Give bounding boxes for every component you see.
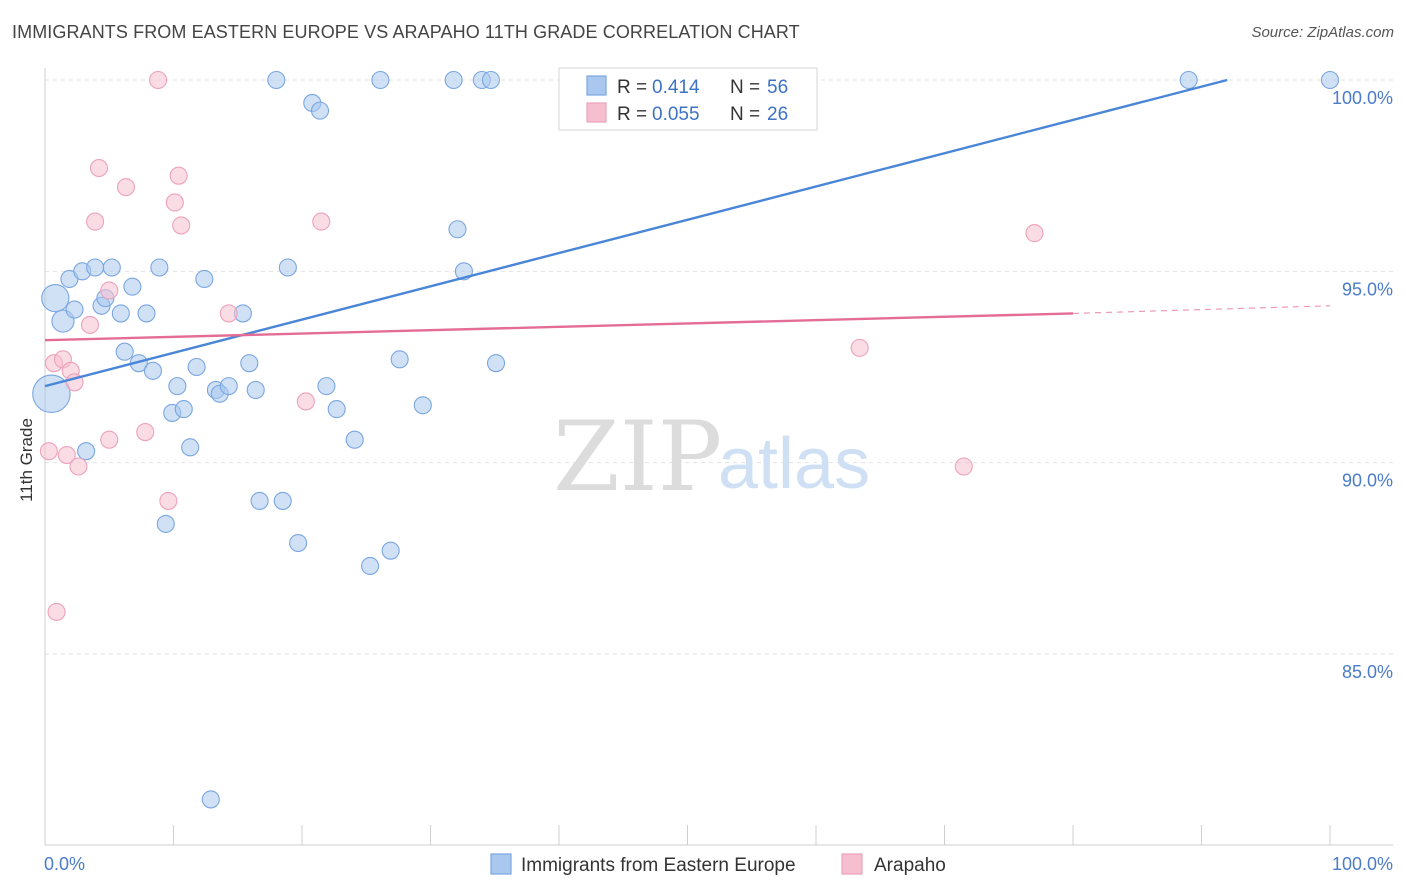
- x-tick-label: 0.0%: [44, 854, 85, 874]
- point-arapaho: [136, 423, 155, 442]
- point-arapaho: [219, 304, 238, 323]
- legend-n-label: N =: [730, 77, 760, 98]
- point-eastern-europe: [1179, 70, 1198, 90]
- point-arapaho: [47, 602, 66, 621]
- point-eastern-europe: [413, 396, 432, 415]
- point-eastern-europe: [317, 377, 336, 396]
- watermark-zip: ZIP: [553, 401, 722, 513]
- point-eastern-europe: [143, 361, 162, 380]
- point-arapaho: [1025, 224, 1044, 243]
- y-tick-label: 95.0%: [1342, 279, 1393, 299]
- point-eastern-europe: [174, 400, 193, 419]
- point-eastern-europe: [150, 258, 169, 277]
- y-axis-label: 11th Grade: [17, 418, 36, 502]
- point-eastern-europe: [250, 491, 269, 510]
- chart-source: Source: ZipAtlas.com: [1251, 24, 1394, 41]
- x-tick-labels: 0.0% 100.0%: [44, 854, 1393, 874]
- legend-swatch-eastern-europe: [586, 75, 607, 96]
- point-eastern-europe: [1320, 70, 1340, 90]
- point-eastern-europe: [371, 70, 390, 90]
- x-tick-label: 100.0%: [1332, 854, 1393, 874]
- legend-r-value: 0.055: [652, 104, 700, 125]
- point-eastern-europe: [444, 70, 463, 90]
- legend-swatch-arapaho: [586, 102, 607, 123]
- point-eastern-europe: [65, 300, 84, 319]
- point-arapaho: [850, 338, 869, 357]
- point-arapaho: [86, 212, 105, 231]
- point-eastern-europe: [41, 283, 70, 313]
- point-eastern-europe: [278, 258, 297, 277]
- point-arapaho: [149, 70, 168, 90]
- point-eastern-europe: [201, 790, 220, 809]
- point-arapaho: [100, 281, 119, 300]
- point-eastern-europe: [390, 350, 409, 369]
- point-eastern-europe: [168, 377, 187, 396]
- point-arapaho: [39, 442, 58, 461]
- point-arapaho: [159, 491, 178, 510]
- point-eastern-europe: [289, 533, 308, 553]
- legend-n-value: 56: [767, 77, 788, 98]
- point-eastern-europe: [246, 380, 265, 400]
- trend-line-arapaho-extension: [1072, 305, 1331, 315]
- point-arapaho: [57, 445, 76, 465]
- watermark: ZIP atlas: [553, 401, 870, 513]
- y-tick-label: 85.0%: [1342, 662, 1393, 682]
- point-eastern-europe: [267, 70, 286, 90]
- legend-bottom-swatch-eastern-europe: [490, 853, 512, 875]
- legend-bottom-swatch-arapaho: [841, 853, 863, 875]
- point-eastern-europe: [102, 258, 121, 277]
- legend-r-label: R =: [617, 77, 647, 98]
- point-eastern-europe: [481, 70, 500, 90]
- y-tick-label: 100.0%: [1332, 88, 1393, 108]
- point-eastern-europe: [486, 354, 506, 373]
- point-eastern-europe: [219, 377, 238, 396]
- point-eastern-europe: [448, 220, 467, 239]
- point-eastern-europe: [156, 514, 175, 533]
- point-eastern-europe: [187, 357, 206, 377]
- point-arapaho: [312, 212, 331, 231]
- point-arapaho: [169, 166, 188, 185]
- point-arapaho: [89, 158, 109, 178]
- point-eastern-europe: [115, 342, 134, 361]
- legend-n-label: N =: [730, 104, 760, 125]
- y-tick-labels: 85.0% 90.0% 95.0% 100.0%: [1332, 88, 1393, 682]
- legend-n-value: 26: [767, 104, 788, 125]
- point-eastern-europe: [361, 556, 380, 576]
- point-arapaho: [296, 392, 315, 411]
- trend-line-arapaho: [44, 312, 1074, 342]
- point-arapaho: [116, 178, 136, 197]
- legend-r-value: 0.414: [652, 77, 700, 98]
- point-eastern-europe: [181, 438, 200, 457]
- point-arapaho: [165, 193, 184, 212]
- data-points: [32, 70, 1340, 809]
- point-eastern-europe: [195, 269, 214, 289]
- watermark-atlas: atlas: [718, 424, 870, 504]
- point-arapaho: [172, 216, 191, 235]
- legend-bottom: Immigrants from Eastern Europe Arapaho: [490, 853, 946, 876]
- point-arapaho: [80, 315, 100, 334]
- point-eastern-europe: [77, 442, 96, 461]
- y-tick-label: 90.0%: [1342, 471, 1393, 491]
- point-eastern-europe: [381, 541, 400, 560]
- chart-title: IMMIGRANTS FROM EASTERN EUROPE VS ARAPAH…: [12, 22, 800, 42]
- point-eastern-europe: [327, 400, 346, 419]
- point-eastern-europe: [345, 430, 364, 449]
- point-eastern-europe: [86, 258, 105, 277]
- point-eastern-europe: [123, 277, 142, 296]
- point-eastern-europe: [111, 304, 130, 323]
- point-eastern-europe: [240, 354, 259, 373]
- point-arapaho: [100, 430, 119, 449]
- legend-bottom-label-arapaho: Arapaho: [874, 855, 946, 876]
- legend-top: R = 0.414 N = 56 R = 0.055 N = 26: [558, 67, 818, 131]
- point-eastern-europe: [273, 491, 292, 510]
- point-arapaho: [954, 457, 973, 476]
- point-eastern-europe: [310, 101, 330, 120]
- point-eastern-europe: [32, 374, 71, 414]
- point-arapaho: [69, 457, 88, 476]
- legend-r-label: R =: [617, 104, 647, 125]
- trend-lines: [44, 78, 1331, 388]
- point-eastern-europe: [137, 304, 156, 323]
- legend-bottom-label-eastern-europe: Immigrants from Eastern Europe: [521, 855, 796, 876]
